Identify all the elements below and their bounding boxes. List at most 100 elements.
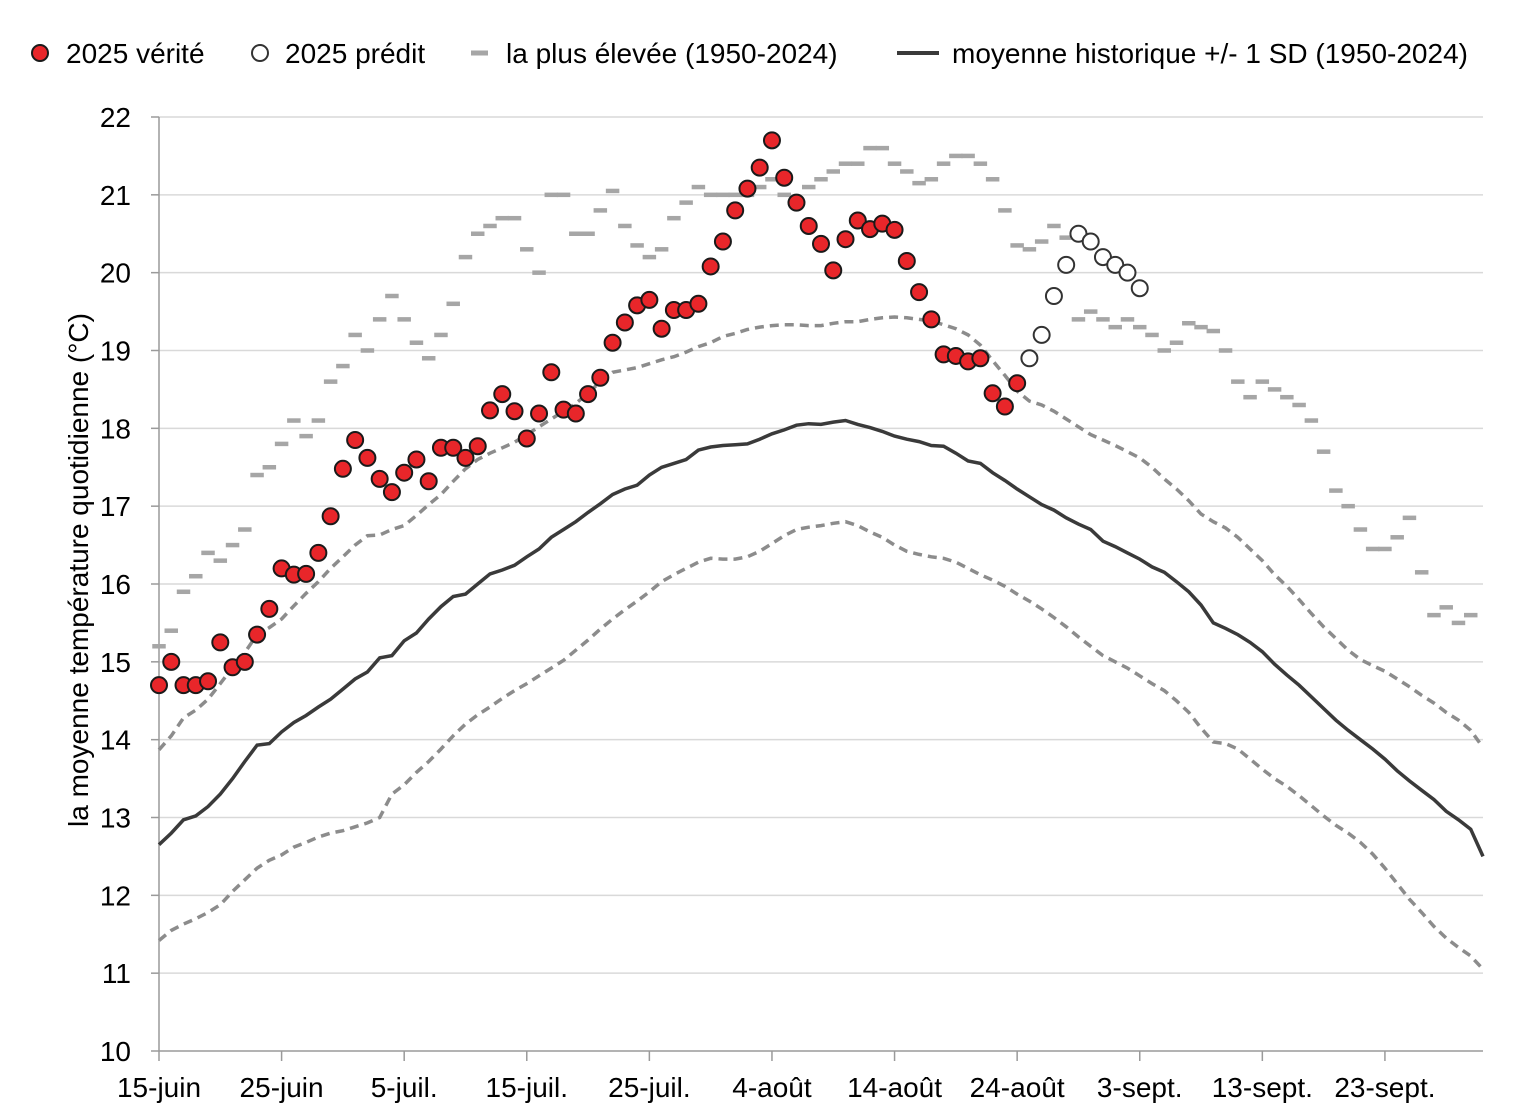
truth-point [983,384,1002,403]
truth-point [922,310,941,329]
truth-point [885,220,904,239]
y-tick-label-15: 15 [100,647,131,678]
truth-point [689,294,708,313]
truth-point [517,429,536,448]
truth-point [370,469,389,488]
x-tick-label-4: 25-juil. [608,1072,690,1103]
y-tick-label-12: 12 [100,880,131,911]
series-layer [152,145,1485,971]
y-tick-label-13: 13 [100,803,131,834]
truth-point [150,676,168,695]
truth-point [481,401,499,420]
x-tick-label-0: 15-juin [117,1072,201,1103]
y-tick-label-16: 16 [100,569,131,600]
predicted-point [1118,263,1137,282]
truth-point [260,599,279,618]
x-tick-label-2: 5-juil. [371,1072,438,1103]
truth-point [542,363,561,382]
y-tick-label-22: 22 [100,102,131,133]
legend-label-predicted: 2025 prédit [285,38,425,69]
truth-point [248,625,267,644]
legend: 2025 vérité 2025 prédit la plus élevée (… [31,38,1468,69]
truth-point [738,179,757,198]
y-tick-label-20: 20 [100,258,131,289]
y-tick-label-18: 18 [100,413,131,444]
x-tick-label-5: 4-août [732,1072,812,1103]
legend-label-truth: 2025 vérité [66,38,205,69]
x-tick-label-9: 13-sept. [1212,1072,1313,1103]
predicted-point [1044,287,1063,306]
truth-point [211,633,230,652]
truth-point [713,232,732,251]
y-tick-label-11: 11 [102,958,131,989]
truth-point [615,313,634,332]
truth-point [824,261,843,280]
predicted-point [1020,349,1039,368]
truth-point [309,543,328,562]
x-tick-label-6: 14-août [847,1072,942,1103]
truth-point [775,168,794,187]
y-axis-title: la moyenne température quotidienne (°C) [63,313,94,827]
truth-point [652,319,671,338]
y-tick-label-10: 10 [100,1036,131,1067]
truth-point [640,290,659,309]
predicted-point [1032,325,1051,344]
truth-point [444,438,463,457]
truth-point [297,564,316,583]
truth-point [579,385,598,404]
x-tick-label-10: 23-sept. [1334,1072,1435,1103]
truth-point [787,193,806,212]
points-layer [150,131,1149,695]
legend-label-mean: moyenne historique +/- 1 SD (1950-2024) [952,38,1468,69]
truth-point [358,448,377,467]
predicted-point [1057,255,1076,274]
legend-item-truth: 2025 vérité [31,38,205,69]
truth-point [1008,374,1027,393]
truth-point [995,397,1014,416]
truth-point [235,652,254,671]
truth-point [897,251,916,270]
truth-point [603,333,622,352]
truth-point [726,201,745,220]
predicted-point [1130,279,1149,298]
legend-item-predicted: 2025 prédit [251,38,425,69]
truth-point [321,507,340,526]
truth-point [395,463,414,482]
x-tick-label-7: 24-août [970,1072,1065,1103]
x-tick-label-8: 3-sept. [1097,1072,1183,1103]
legend-item-highest: la plus élevée (1950-2024) [471,38,838,69]
truth-point [762,131,781,150]
truth-point [848,211,867,230]
x-tick-label-1: 25-juin [240,1072,324,1103]
legend-marker-predicted [251,44,269,62]
upper-sd-line [157,315,1485,751]
truth-point [333,459,352,478]
truth-point [382,483,401,502]
truth-point [812,234,830,253]
truth-point [701,257,720,276]
legend-label-highest: la plus élevée (1950-2024) [506,38,838,69]
y-tick-label-17: 17 [100,491,131,522]
y-tick-label-21: 21 [100,180,131,211]
truth-point [591,368,610,387]
mean-line [157,418,1485,858]
truth-point [910,283,929,302]
legend-item-mean: moyenne historique +/- 1 SD (1950-2024) [897,38,1468,69]
truth-point [566,404,585,423]
predicted-point [1081,232,1100,251]
y-tick-label-19: 19 [100,336,131,367]
truth-point [836,230,855,249]
truth-point [493,385,512,404]
truth-point [799,216,818,235]
truth-point [419,472,438,491]
axes: 10 11 12 13 14 15 16 17 18 19 20 21 22 15-juin 25-juin… [100,102,1483,1103]
truth-point [199,672,218,691]
y-tick-label-14: 14 [100,725,131,756]
truth-point [456,448,475,467]
truth-point [468,437,487,456]
truth-point [162,652,181,671]
truth-point [407,450,426,469]
truth-point [505,402,524,421]
lower-sd-line [157,519,1485,971]
